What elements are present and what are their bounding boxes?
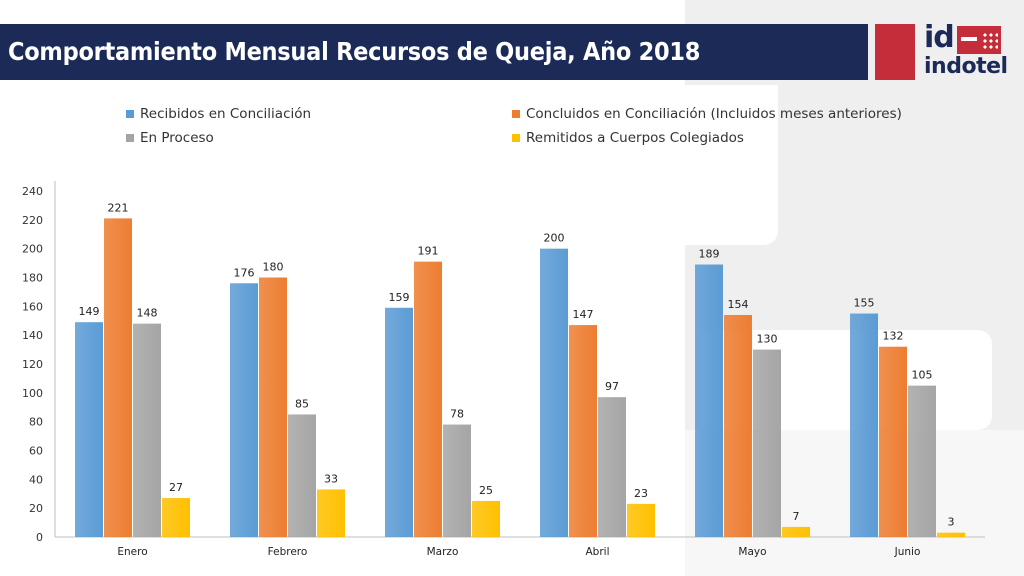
data-label: 85 bbox=[295, 397, 309, 410]
x-tick-label: Enero bbox=[117, 546, 147, 558]
legend-swatch bbox=[126, 110, 134, 118]
data-label: 130 bbox=[757, 333, 778, 346]
x-tick-label: Febrero bbox=[268, 546, 308, 558]
data-label: 154 bbox=[728, 298, 749, 311]
y-tick-label: 140 bbox=[22, 329, 43, 342]
data-label: 189 bbox=[699, 248, 720, 261]
y-tick-label: 100 bbox=[22, 387, 43, 400]
bar bbox=[627, 503, 655, 537]
logo-wordmark: indotel bbox=[924, 54, 1008, 79]
legend-item: Remitidos a Cuerpos Colegiados bbox=[512, 130, 744, 146]
data-label: 159 bbox=[389, 291, 410, 304]
x-tick-label: Abril bbox=[586, 546, 610, 558]
logo-red-block bbox=[875, 24, 915, 80]
bar bbox=[317, 489, 345, 537]
legend-label: Remitidos a Cuerpos Colegiados bbox=[526, 130, 744, 146]
data-label: 191 bbox=[418, 245, 439, 258]
data-label: 221 bbox=[108, 201, 129, 214]
data-label: 78 bbox=[450, 408, 464, 421]
page-title: Comportamiento Mensual Recursos de Queja… bbox=[8, 37, 701, 66]
data-label: 97 bbox=[605, 380, 619, 393]
y-tick-label: 20 bbox=[29, 502, 43, 515]
x-tick-label: Junio bbox=[894, 546, 921, 558]
data-label: 180 bbox=[263, 261, 284, 274]
bar bbox=[162, 498, 190, 537]
y-tick-label: 160 bbox=[22, 300, 43, 313]
bar bbox=[753, 349, 781, 537]
bar bbox=[937, 532, 965, 537]
data-label: 147 bbox=[573, 308, 594, 321]
bar bbox=[414, 261, 442, 537]
chart-legend: Recibidos en Conciliación Concluidos en … bbox=[126, 106, 926, 150]
indotel-logo: id indotel bbox=[875, 20, 1008, 80]
logo-mark: id bbox=[924, 20, 955, 55]
bar bbox=[133, 323, 161, 537]
data-label: 149 bbox=[79, 305, 100, 318]
data-label: 132 bbox=[883, 330, 904, 343]
bar bbox=[850, 313, 878, 537]
data-label: 148 bbox=[137, 307, 158, 320]
legend-item: En Proceso bbox=[126, 130, 214, 146]
bar bbox=[230, 283, 258, 537]
bar bbox=[288, 414, 316, 537]
logo-dash bbox=[961, 37, 977, 41]
y-tick-label: 120 bbox=[22, 358, 43, 371]
legend-item: Concluidos en Conciliación (Incluidos me… bbox=[512, 106, 902, 122]
data-label: 33 bbox=[324, 472, 338, 485]
data-label: 23 bbox=[634, 487, 648, 500]
legend-swatch bbox=[126, 134, 134, 142]
background-card bbox=[640, 85, 778, 245]
legend-swatch bbox=[512, 110, 520, 118]
data-label: 155 bbox=[854, 297, 875, 310]
bar bbox=[908, 385, 936, 537]
y-tick-label: 200 bbox=[22, 243, 43, 256]
data-label: 7 bbox=[793, 510, 800, 523]
bar bbox=[259, 277, 287, 537]
legend-swatch bbox=[512, 134, 520, 142]
bar bbox=[569, 325, 597, 537]
bar bbox=[443, 424, 471, 537]
legend-label: Concluidos en Conciliación (Incluidos me… bbox=[526, 106, 902, 122]
y-tick-label: 220 bbox=[22, 214, 43, 227]
bar bbox=[724, 314, 752, 537]
y-tick-label: 80 bbox=[29, 416, 43, 429]
data-label: 105 bbox=[912, 369, 933, 382]
data-label: 25 bbox=[479, 484, 493, 497]
bar bbox=[782, 526, 810, 537]
bar bbox=[879, 346, 907, 537]
legend-label: Recibidos en Conciliación bbox=[140, 106, 312, 122]
data-label: 27 bbox=[169, 481, 183, 494]
y-tick-label: 240 bbox=[22, 185, 43, 198]
bar bbox=[104, 218, 132, 537]
bar bbox=[75, 322, 103, 537]
data-label: 200 bbox=[544, 232, 565, 245]
legend-label: En Proceso bbox=[140, 130, 214, 146]
bar bbox=[385, 307, 413, 537]
y-tick-label: 40 bbox=[29, 473, 43, 486]
data-label: 176 bbox=[234, 266, 255, 279]
bar bbox=[472, 500, 500, 537]
logo-keypad-icon bbox=[982, 32, 998, 50]
data-label: 3 bbox=[948, 516, 955, 529]
y-tick-label: 60 bbox=[29, 445, 43, 458]
bar bbox=[695, 264, 723, 537]
title-banner bbox=[0, 24, 868, 80]
bar bbox=[598, 397, 626, 537]
x-tick-label: Marzo bbox=[427, 546, 459, 558]
y-tick-label: 0 bbox=[36, 531, 43, 544]
x-tick-label: Mayo bbox=[738, 546, 766, 558]
bar bbox=[540, 248, 568, 537]
y-tick-label: 180 bbox=[22, 272, 43, 285]
legend-item: Recibidos en Conciliación bbox=[126, 106, 311, 122]
